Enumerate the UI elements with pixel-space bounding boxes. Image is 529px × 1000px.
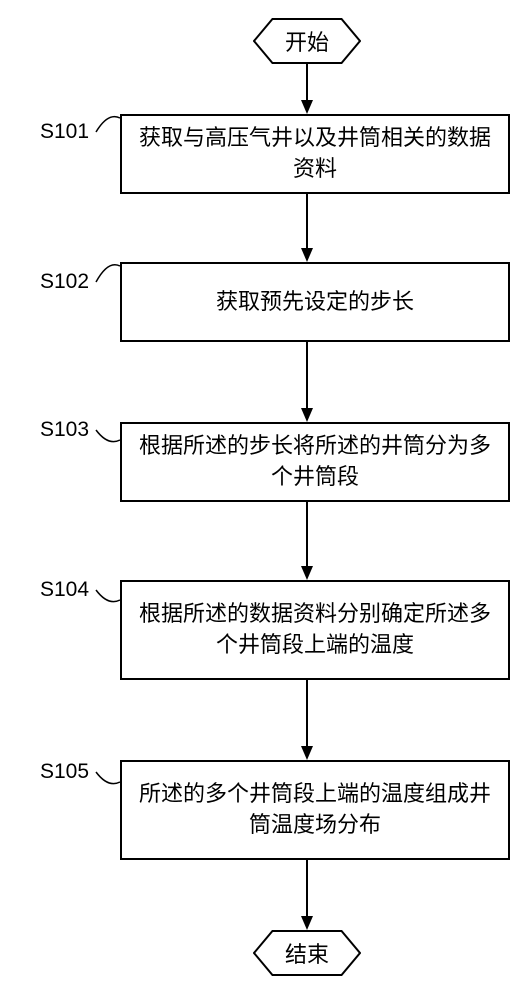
step-label: S105 [40, 760, 89, 784]
lead-line [92, 254, 124, 294]
step-label: S103 [40, 418, 89, 442]
arrow [299, 680, 315, 760]
terminator: 开始 [253, 18, 361, 64]
lead-line [92, 106, 124, 144]
process-box: 根据所述的数据资料分别确定所述多个井筒段上端的温度 [120, 580, 510, 680]
lead-line [92, 578, 124, 612]
lead-line [92, 418, 124, 452]
lead-line [92, 760, 124, 794]
process-box: 获取与高压气井以及井筒相关的数据资料 [120, 114, 510, 194]
terminator: 结束 [253, 930, 361, 976]
terminator-label: 开始 [253, 18, 361, 64]
arrow [299, 502, 315, 580]
process-box: 所述的多个井筒段上端的温度组成井筒温度场分布 [120, 760, 510, 860]
terminator-label: 结束 [253, 930, 361, 976]
arrow [299, 194, 315, 262]
process-box: 获取预先设定的步长 [120, 262, 510, 342]
arrow [299, 342, 315, 422]
step-label: S102 [40, 270, 89, 294]
arrow [299, 860, 315, 930]
step-label: S101 [40, 120, 89, 144]
arrow [299, 64, 315, 114]
step-label: S104 [40, 578, 89, 602]
process-box: 根据所述的步长将所述的井筒分为多个井筒段 [120, 422, 510, 502]
